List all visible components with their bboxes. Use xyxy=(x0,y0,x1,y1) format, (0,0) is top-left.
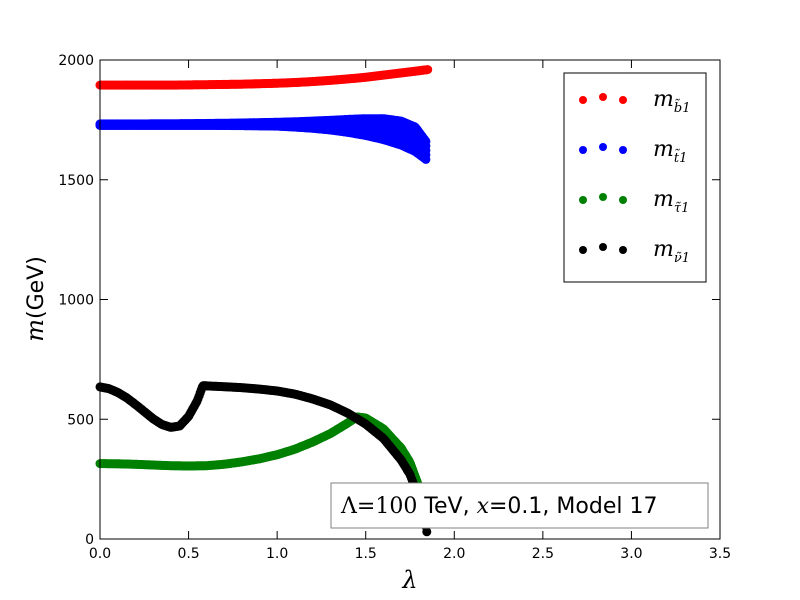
x-tick-label: 1.0 xyxy=(266,546,288,562)
legend: mb̃1 mt̃1 mτ̃1 mν̃1 xyxy=(563,72,707,283)
legend-marker xyxy=(619,96,627,104)
x-axis-label: λ xyxy=(401,566,417,594)
y-axis-label: m(GeV) xyxy=(21,256,49,342)
legend-item-4: mν̃1 xyxy=(579,237,690,266)
annotation-x: x xyxy=(477,494,490,519)
axis-ticks: 0.0 0.5 1.0 1.5 2.0 2.5 3.0 3.5 0 500 1000 1500 2000 xyxy=(58,53,731,562)
legend-marker xyxy=(579,246,587,254)
legend-marker xyxy=(619,146,627,154)
legend-marker xyxy=(599,243,607,251)
legend-marker xyxy=(579,146,587,154)
y-tick-label: 1000 xyxy=(58,293,94,309)
annotation-box: Λ=100 TeV, x=0.1, Model 17 xyxy=(330,482,709,529)
legend-label: mb̃1 xyxy=(653,87,690,116)
svg-text:Λ=100 TeV, x=0.1, Model 17: Λ=100 TeV, x=0.1, Model 17 xyxy=(340,494,657,519)
legend-marker xyxy=(579,196,587,204)
x-tick-label: 2.5 xyxy=(532,546,554,562)
data-point xyxy=(421,141,431,151)
legend-marker xyxy=(619,196,627,204)
data-point xyxy=(422,527,432,537)
y-tick-label: 1500 xyxy=(58,173,94,189)
x-tick-label: 0.0 xyxy=(89,546,111,562)
legend-marker xyxy=(579,96,587,104)
y-tick-label: 2000 xyxy=(58,53,94,69)
legend-label: mτ̃1 xyxy=(653,187,689,216)
x-tick-label: 3.5 xyxy=(709,546,731,562)
plot-area xyxy=(95,65,433,537)
legend-box xyxy=(563,72,707,283)
series-1 xyxy=(95,65,433,90)
legend-label: mν̃1 xyxy=(653,237,690,266)
data-point xyxy=(423,65,433,75)
x-tick-label: 2.0 xyxy=(443,546,465,562)
x-tick-label: 0.5 xyxy=(177,546,199,562)
legend-marker xyxy=(599,93,607,101)
annotation-text-2: =0.1, Model 17 xyxy=(489,494,657,519)
y-tick-label: 500 xyxy=(67,412,94,428)
annotation-frame xyxy=(330,482,709,529)
y-axis-label-unit: (GeV) xyxy=(24,256,49,319)
x-tick-label: 1.5 xyxy=(355,546,377,562)
legend-marker xyxy=(619,246,627,254)
legend-item-2: mt̃1 xyxy=(579,137,687,166)
legend-marker xyxy=(599,193,607,201)
x-tick-label: 3.0 xyxy=(620,546,642,562)
legend-item-1: mb̃1 xyxy=(579,87,690,116)
y-axis-label-symbol: m xyxy=(21,319,49,342)
legend-marker xyxy=(599,143,607,151)
y-tick-label: 0 xyxy=(85,532,94,548)
series-2 xyxy=(95,114,431,164)
legend-label: mt̃1 xyxy=(653,137,687,166)
legend-item-3: mτ̃1 xyxy=(579,187,689,216)
svg-text:m(GeV): m(GeV) xyxy=(21,256,49,342)
annotation-lambda: Λ=100 xyxy=(340,494,417,519)
annotation-text-1: TeV, xyxy=(417,494,476,519)
